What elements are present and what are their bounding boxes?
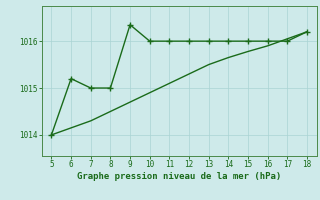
X-axis label: Graphe pression niveau de la mer (hPa): Graphe pression niveau de la mer (hPa) xyxy=(77,172,281,181)
